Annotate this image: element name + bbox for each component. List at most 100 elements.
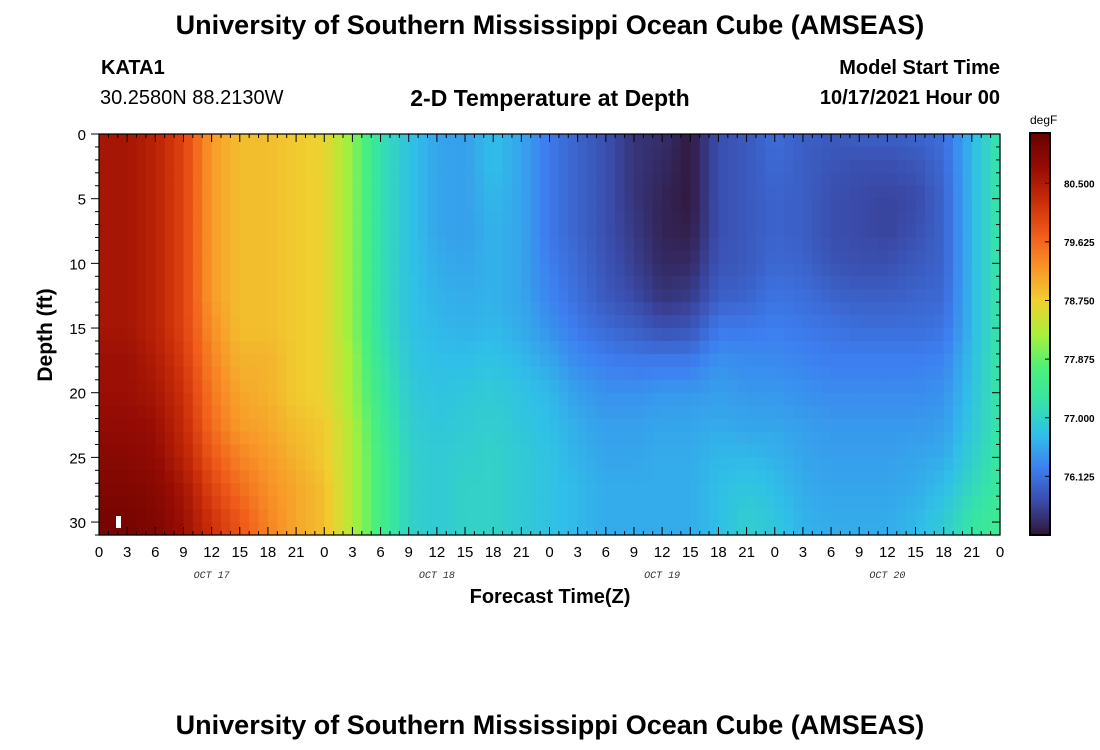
heatmap-cell (915, 224, 926, 239)
heatmap-cell (380, 159, 391, 174)
heatmap-cell (624, 276, 635, 290)
heatmap-cell (924, 224, 935, 239)
heatmap-cell (831, 392, 842, 407)
heatmap-cell (887, 289, 898, 303)
heatmap-cell (662, 211, 673, 226)
heatmap-cell (943, 185, 954, 200)
heatmap-cell (596, 315, 607, 329)
heatmap-cell (849, 444, 860, 458)
heatmap-cell (314, 276, 325, 290)
heatmap-cell (324, 457, 335, 471)
heatmap-cell (258, 366, 269, 381)
heatmap-cell (662, 366, 673, 381)
heatmap-cell (765, 289, 776, 303)
heatmap-cell (737, 509, 748, 523)
heatmap-cell (127, 263, 138, 277)
heatmap-cell (568, 302, 579, 316)
heatmap-cell (605, 353, 616, 368)
heatmap-cell (136, 457, 147, 471)
heatmap-cell (709, 483, 720, 497)
heatmap-cell (990, 483, 1001, 497)
heatmap-cell (577, 250, 588, 264)
heatmap-cell (671, 172, 682, 187)
heatmap-cell (493, 418, 504, 433)
heatmap-cell (418, 379, 429, 394)
heatmap-cell (352, 340, 363, 355)
heatmap-cell (709, 509, 720, 523)
heatmap-cell (643, 185, 654, 200)
colorbar-segment (1030, 376, 1050, 380)
heatmap-cell (202, 353, 213, 368)
heatmap-cell (680, 237, 691, 252)
heatmap-cell (286, 276, 297, 290)
heatmap-cell (324, 146, 335, 161)
heatmap-cell (530, 185, 541, 200)
heatmap-cell (239, 340, 250, 355)
heatmap-cell (784, 211, 795, 226)
colorbar-segment (1030, 442, 1050, 446)
heatmap-cell (568, 315, 579, 329)
heatmap-cell (230, 276, 241, 290)
heatmap-cell (624, 211, 635, 226)
heatmap-cell (540, 509, 551, 523)
heatmap-cell (502, 418, 513, 433)
heatmap-cell (99, 379, 109, 394)
heatmap-cell (699, 276, 710, 290)
heatmap-cell (343, 496, 354, 510)
heatmap-cell (793, 470, 804, 484)
heatmap-cell (511, 224, 522, 239)
heatmap-cell (408, 444, 419, 458)
heatmap-cell (258, 237, 269, 252)
heatmap-cell (568, 509, 579, 523)
heatmap-cell (587, 302, 598, 316)
heatmap-cell (380, 237, 391, 252)
heatmap-cell (408, 457, 419, 471)
heatmap-cell (596, 185, 607, 200)
heatmap-cell (436, 340, 447, 355)
heatmap-cell (671, 146, 682, 161)
heatmap-cell (587, 405, 598, 420)
heatmap-cell (277, 289, 288, 303)
heatmap-cell (849, 379, 860, 394)
heatmap-cell (718, 353, 729, 368)
heatmap-cell (483, 496, 494, 510)
heatmap-cell (877, 457, 888, 471)
heatmap-cell (286, 250, 297, 264)
heatmap-cell (549, 159, 560, 174)
heatmap-cell (906, 366, 917, 381)
heatmap-cell (718, 172, 729, 187)
heatmap-cell (389, 392, 400, 407)
heatmap-cell (108, 379, 119, 394)
heatmap-cell (859, 470, 870, 484)
heatmap-cell (145, 418, 156, 433)
heatmap-cell (746, 509, 757, 523)
heatmap-cell (624, 185, 635, 200)
model-start-value: 10/17/2021 Hour 00 (819, 87, 1000, 109)
heatmap-cell (521, 328, 532, 342)
heatmap-cell (296, 302, 307, 316)
heatmap-cell (615, 302, 626, 316)
heatmap-cell (427, 289, 438, 303)
heatmap-cell (267, 418, 278, 433)
heatmap-cell (812, 353, 823, 368)
heatmap-cell (174, 328, 185, 342)
colorbar-segment (1030, 271, 1050, 275)
heatmap-cell (502, 146, 513, 161)
heatmap-cell (596, 418, 607, 433)
heatmap-cell (408, 302, 419, 316)
heatmap-cell (887, 418, 898, 433)
heatmap-cell (990, 353, 1001, 368)
y-tick-label: 30 (69, 515, 86, 532)
heatmap-cell (455, 263, 466, 277)
heatmap-cell (277, 315, 288, 329)
heatmap-cell (896, 159, 907, 174)
heatmap-cell (737, 134, 748, 148)
heatmap-cell (558, 198, 569, 213)
heatmap-cell (465, 418, 476, 433)
heatmap-cell (483, 340, 494, 355)
heatmap-cell (709, 457, 720, 471)
heatmap-cell (934, 340, 945, 355)
heatmap-cell (699, 444, 710, 458)
heatmap-cell (671, 134, 682, 148)
heatmap-cell (765, 457, 776, 471)
